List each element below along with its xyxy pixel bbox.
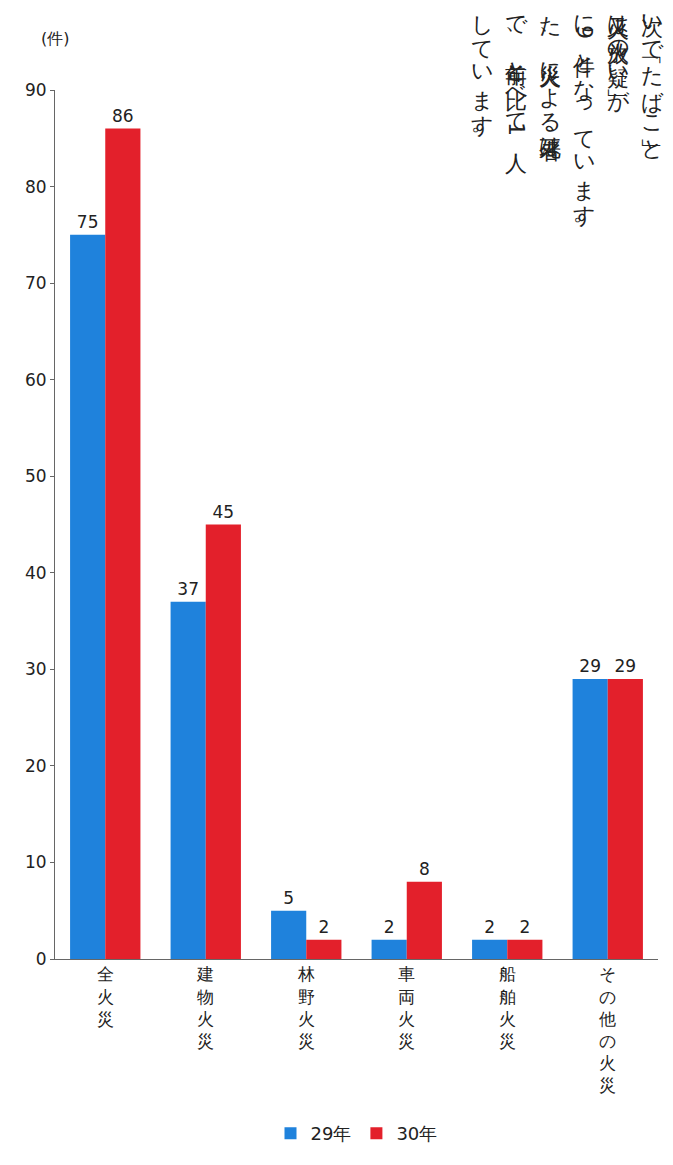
html-text:しています。: しています。	[470, 0, 495, 147]
svg-text:29: 29	[579, 656, 601, 676]
html-text:に9件となっています。: に9件となっています。	[572, 0, 597, 237]
svg-text:2: 2	[384, 917, 395, 937]
html-text:で、前年と比べて1人: で、前年と比べて1人	[504, 0, 529, 136]
svg-text:30: 30	[25, 659, 47, 679]
svg-text:29年: 29年	[311, 1123, 352, 1144]
svg-text:45: 45	[213, 502, 235, 522]
svg-text:車両火災: 車両火災	[398, 964, 415, 1050]
svg-text:30年: 30年	[396, 1123, 437, 1144]
svg-text:船舶火災: 船舶火災	[499, 964, 516, 1050]
svg-text:0: 0	[36, 949, 47, 969]
svg-text:2: 2	[519, 917, 530, 937]
html-text:た、火災による死者は: た、火災による死者は	[538, 0, 563, 147]
svg-text:40: 40	[25, 563, 47, 583]
html-text:火又は放火の疑い」が: 火又は放火の疑い」が	[606, 0, 631, 100]
svg-text:70: 70	[25, 273, 47, 293]
svg-text:林野火災: 林野火災	[297, 964, 315, 1050]
svg-text:20: 20	[25, 756, 47, 776]
svg-text:80: 80	[25, 177, 47, 197]
html-text:次いで「たばこ」と: 次いで「たばこ」と	[640, 0, 665, 150]
svg-text:29: 29	[615, 656, 637, 676]
svg-text:50: 50	[25, 466, 47, 486]
svg-text:37: 37	[177, 579, 199, 599]
svg-text:8: 8	[419, 859, 430, 879]
svg-text:90: 90	[25, 80, 47, 100]
svg-text:(件): (件)	[41, 29, 69, 48]
svg-text:全火災: 全火災	[97, 964, 114, 1028]
svg-text:その他の火災: その他の火災	[599, 964, 616, 1095]
svg-text:75: 75	[77, 212, 99, 232]
svg-text:2: 2	[484, 917, 495, 937]
svg-text:5: 5	[283, 888, 294, 908]
svg-text:2: 2	[318, 917, 329, 937]
svg-text:10: 10	[25, 852, 47, 872]
svg-text:86: 86	[112, 106, 134, 126]
svg-text:60: 60	[25, 370, 47, 390]
svg-text:建物火災: 建物火災	[196, 964, 214, 1050]
